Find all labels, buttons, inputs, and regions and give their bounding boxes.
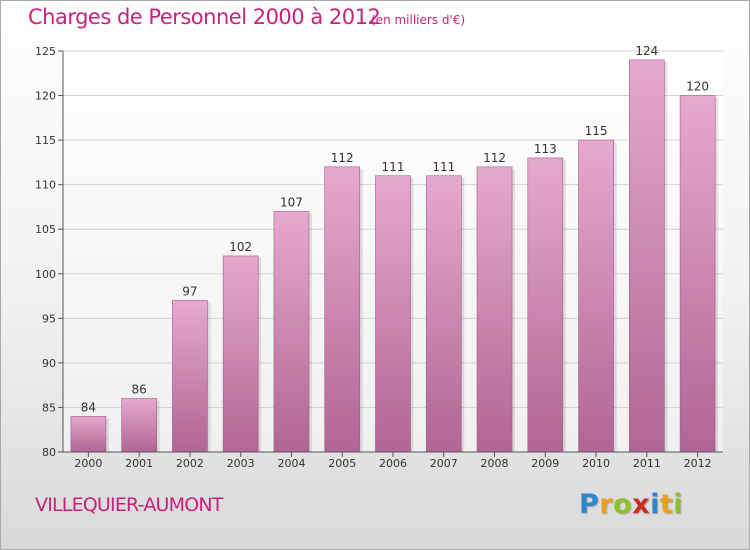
bar-2008 xyxy=(476,166,513,453)
bar-2009 xyxy=(527,157,564,453)
x-tick-label: 2006 xyxy=(379,457,407,470)
bar-2003 xyxy=(222,255,259,453)
bar-2005 xyxy=(324,166,361,453)
logo-letter: x xyxy=(632,489,651,520)
logo-letter: i xyxy=(650,489,660,520)
data-label: 111 xyxy=(432,160,455,174)
data-label: 112 xyxy=(331,151,354,165)
x-tick-label: 2007 xyxy=(430,457,458,470)
x-tick-label: 2010 xyxy=(582,457,610,470)
data-label: 112 xyxy=(483,151,506,165)
x-tick-labels: 2000 2001 2002 2003 2004 2005 2006 2007 2008 2009… xyxy=(74,457,711,470)
bar-2002 xyxy=(172,300,208,453)
logo-letter: i xyxy=(673,489,684,520)
x-tick-label: 2001 xyxy=(125,457,153,470)
x-tick-label: 2011 xyxy=(633,457,661,470)
data-label: 124 xyxy=(635,44,658,58)
data-labels: 84 86 97 102 107 112 111 111 112 113 115 124 120 xyxy=(81,44,709,414)
x-tick-label: 2005 xyxy=(328,457,356,470)
x-tick-label: 2008 xyxy=(481,457,509,470)
logo-letter: P xyxy=(579,489,600,520)
y-tick-label: 80 xyxy=(42,446,56,459)
y-tick-label: 115 xyxy=(35,134,56,147)
y-tick-labels: 80 85 90 95 100 105 110 115 120 125 xyxy=(35,45,56,459)
data-label: 113 xyxy=(534,142,557,156)
x-tick-label: 2004 xyxy=(277,457,305,470)
y-tick-label: 100 xyxy=(35,268,56,281)
bar-2001 xyxy=(121,398,157,453)
data-label: 97 xyxy=(182,285,197,299)
y-tick-label: 90 xyxy=(42,357,56,370)
data-label: 120 xyxy=(686,80,709,94)
bars xyxy=(70,59,719,453)
y-tick-label: 95 xyxy=(42,312,56,325)
data-label: 84 xyxy=(81,400,96,414)
y-tick-label: 120 xyxy=(35,90,56,103)
bar-2006 xyxy=(375,175,411,453)
bar-2011 xyxy=(629,59,665,453)
bar-2007 xyxy=(425,175,462,453)
axes xyxy=(58,50,723,457)
bar-2012 xyxy=(679,95,716,453)
x-tick-label: 2000 xyxy=(74,457,102,470)
y-tick-label: 85 xyxy=(42,401,56,414)
logo-letter: r xyxy=(599,489,614,520)
x-tick-label: 2003 xyxy=(227,457,255,470)
data-label: 115 xyxy=(585,124,608,138)
location-name: VILLEQUIER-AUMONT xyxy=(35,494,223,516)
data-label: 107 xyxy=(280,195,303,209)
bar-2010 xyxy=(578,139,614,453)
proxiti-logo: Proxiti xyxy=(579,489,683,520)
y-tick-label: 110 xyxy=(35,179,56,192)
logo-letter: o xyxy=(613,489,633,520)
bar-2004 xyxy=(273,211,310,453)
y-tick-label: 125 xyxy=(35,45,56,58)
chart-subtitle: (en milliers d'€) xyxy=(371,13,466,27)
logo-letter: t xyxy=(659,489,674,520)
y-tick-label: 105 xyxy=(35,223,56,236)
data-label: 111 xyxy=(382,160,405,174)
bar-2000 xyxy=(70,416,107,453)
x-tick-label: 2012 xyxy=(684,457,712,470)
data-label: 102 xyxy=(229,240,252,254)
chart-title: Charges de Personnel 2000 à 2012 xyxy=(28,5,381,29)
x-tick-label: 2002 xyxy=(176,457,204,470)
data-label: 86 xyxy=(132,383,147,397)
x-tick-label: 2009 xyxy=(531,457,559,470)
